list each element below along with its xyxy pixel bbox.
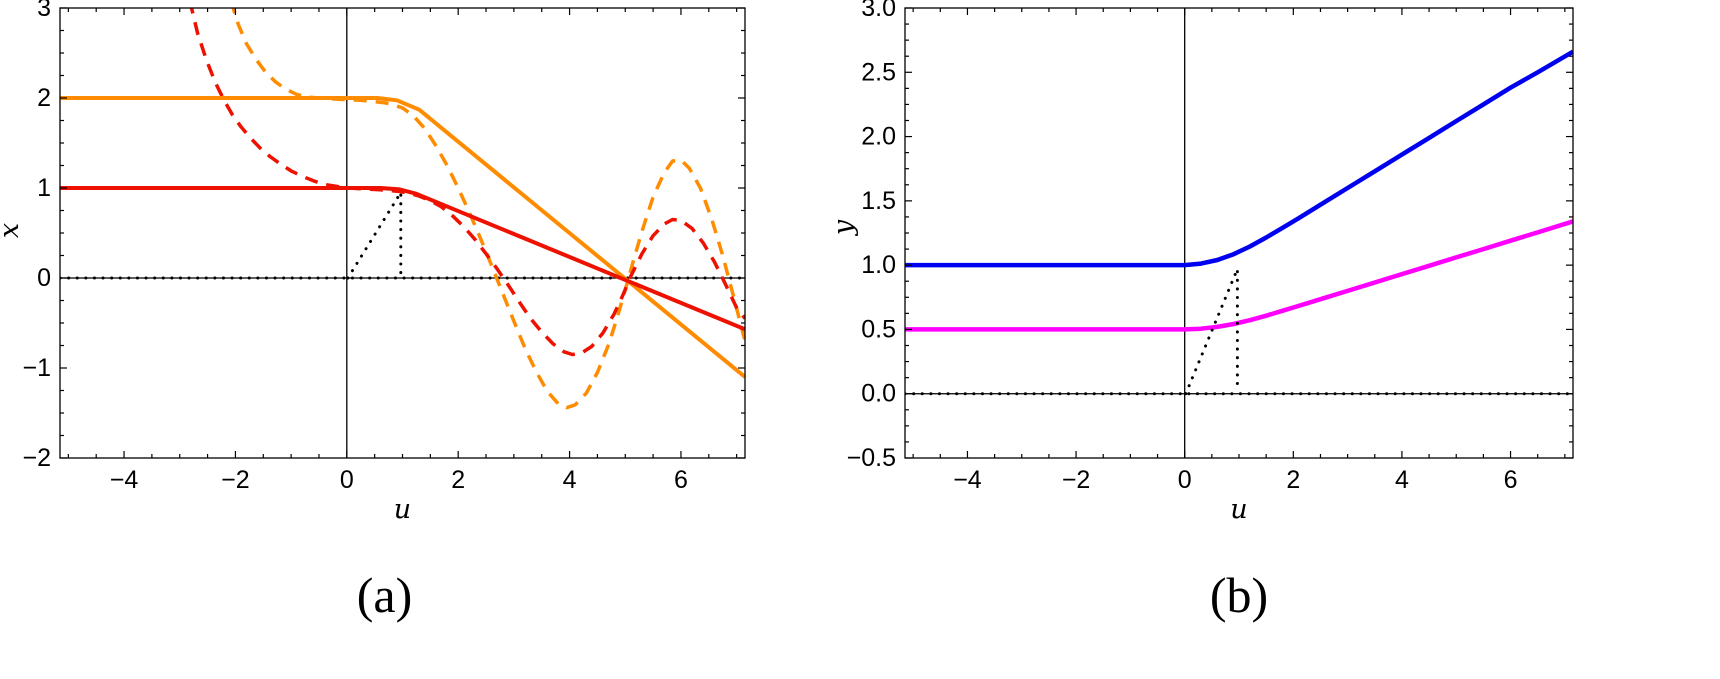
y-tick-label: 1.0 [861,251,896,279]
y-tick-label: 2.0 [861,123,896,151]
y-tick-label: −1 [22,354,51,382]
x-tick-label: 6 [1504,466,1518,494]
plot-b-canvas: −4 −2 0 2 4 6 −0.5 0.0 0.5 1.0 1.5 2.0 2.5 3.0 [847,0,1574,494]
x-tick-label: −4 [953,466,982,494]
y-tick-label: 2 [37,84,51,112]
y-tick-label: −2 [22,444,51,472]
y-tick-label: 3 [37,0,51,22]
y-tick-label: 1 [37,174,51,202]
x-tick-label: 4 [1395,466,1409,494]
x-tick-label: 6 [674,466,688,494]
plot-a-canvas: −4 −2 0 2 4 6 −2 −1 0 1 2 3 [22,0,746,494]
x-tick-label: 2 [1286,466,1300,494]
y-tick-label: 0.0 [861,380,896,408]
y-tick-label: 2.5 [861,58,896,86]
x-tick-label: −2 [1062,466,1091,494]
x-tick-label: −4 [110,466,139,494]
plot-b-ylabel: y [828,219,860,236]
y-tick-label: 0.5 [861,315,896,343]
caption-a: (a) [356,567,413,623]
x-tick-label: 0 [340,466,354,494]
y-tick-label: 0 [37,264,51,292]
x-tick-label: 0 [1178,466,1192,494]
x-tick-label: 2 [451,466,465,494]
plot-b-xlabel: u [1230,494,1248,525]
caption-b: (b) [1209,567,1269,623]
y-tick-label: −0.5 [847,444,896,472]
y-tick-label: 3.0 [861,0,896,22]
y-tick-label: 1.5 [861,187,896,215]
x-tick-label: −2 [221,466,250,494]
plot-a-xlabel: u [393,494,412,525]
plot-a-ylabel: x [0,223,25,238]
x-tick-label: 4 [563,466,577,494]
